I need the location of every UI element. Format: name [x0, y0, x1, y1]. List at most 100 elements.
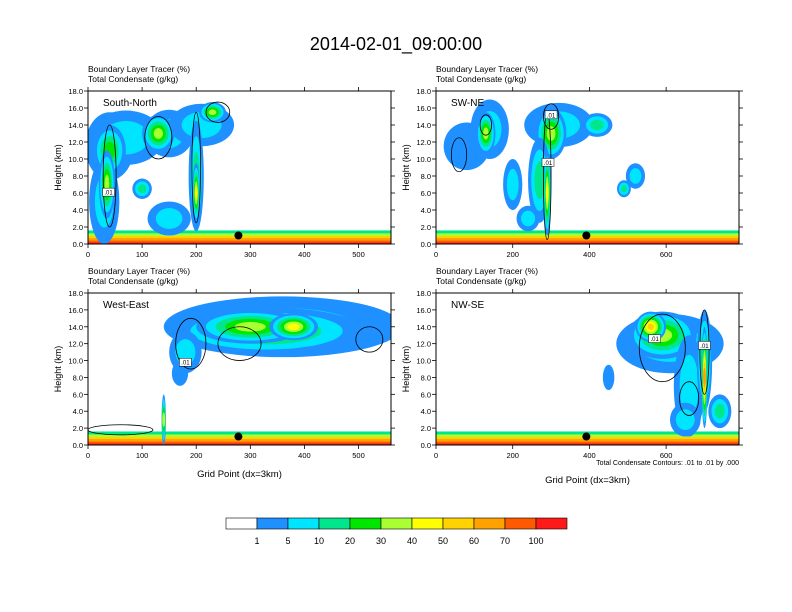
tracer-blob [590, 119, 604, 131]
tracer-blob [153, 128, 163, 139]
y-tick-label: 2.0 [421, 223, 431, 232]
panel-sw-ne: .01 .01 Boundary Layer Tracer (%)Total Con… [401, 64, 743, 259]
x-tick-label: 200 [190, 451, 203, 460]
tracer-blob [534, 161, 545, 200]
y-tick-label: 4.0 [73, 407, 83, 416]
x-tick-label: 600 [660, 250, 673, 259]
plot-frame [435, 292, 740, 446]
location-marker [234, 432, 243, 441]
colorbar-swatch [535, 517, 568, 530]
plot-frame [87, 292, 392, 446]
colorbar-label: 10 [314, 536, 324, 546]
colorbar-label: 60 [469, 536, 479, 546]
x-tick-label: 400 [298, 250, 311, 259]
panel-west-east: .01 Boundary Layer Tracer (%)Total Conden… [53, 266, 395, 480]
condensate-contour [175, 317, 207, 370]
tracer-blob [208, 109, 217, 116]
x-tick-label: 0 [434, 451, 438, 460]
contour-label: .01 [104, 191, 113, 197]
colorbar-swatch [442, 517, 475, 530]
contour-label-box [648, 334, 661, 343]
y-tick-label: 10.0 [416, 357, 431, 366]
condensate-contour [102, 124, 117, 228]
y-tick-label: 6.0 [73, 390, 83, 399]
y-tick-label: 6.0 [421, 189, 431, 198]
condensate-contour [699, 309, 710, 395]
colorbar-label: 20 [345, 536, 355, 546]
tracer-blob [620, 184, 628, 193]
y-tick-label: 2.0 [421, 424, 431, 433]
y-tick-label: 18.0 [68, 87, 83, 96]
colorbar-label: 30 [376, 536, 386, 546]
panel-label: SW-NE [451, 98, 484, 109]
condensate-contour [217, 326, 262, 361]
x-tick-label: 600 [660, 451, 673, 460]
location-marker [582, 231, 591, 240]
panel-label: NW-SE [451, 300, 484, 311]
panel-title-line1: Boundary Layer Tracer (%) [88, 64, 190, 74]
x-tick-label: 400 [298, 451, 311, 460]
y-tick-label: 0.0 [73, 240, 83, 249]
y-tick-label: 8.0 [421, 373, 431, 382]
x-tick-label: 100 [136, 250, 149, 259]
boundary-layer-band [88, 441, 391, 445]
y-tick-label: 12.0 [68, 138, 83, 147]
tracer-blob [520, 210, 536, 227]
condensate-contour [450, 137, 468, 173]
tracer-blob [234, 321, 266, 332]
y-tick-label: 8.0 [421, 172, 431, 181]
colorbar-swatch [380, 517, 413, 530]
panel-title-line2: Total Condensate (g/kg) [88, 276, 178, 286]
x-tick-label: 0 [86, 250, 90, 259]
y-tick-label: 14.0 [68, 323, 83, 332]
y-tick-label: 18.0 [416, 289, 431, 298]
colorbar-swatch [411, 517, 444, 530]
tracer-blob [602, 364, 615, 391]
contour-note: Total Condensate Contours: .01 to .01 by… [596, 460, 739, 467]
tracer-blob [546, 126, 556, 141]
colorbar-swatch [349, 517, 382, 530]
condensate-contour [542, 103, 560, 130]
condensate-contour [355, 326, 384, 353]
tracer-blob [162, 412, 166, 427]
colorbar-label: 70 [500, 536, 510, 546]
tracer-blob [155, 208, 183, 229]
panel-south-north: .01 Boundary Layer Tracer (%)Total Conden… [53, 64, 395, 259]
panel-title-line1: Boundary Layer Tracer (%) [436, 266, 538, 276]
tracer-blob [647, 323, 655, 330]
x-tick-label: 100 [136, 451, 149, 460]
colorbar-swatch [318, 517, 351, 530]
condensate-contour [638, 313, 686, 383]
tracer-blob [675, 409, 695, 431]
y-tick-label: 4.0 [421, 407, 431, 416]
y-tick-label: 4.0 [421, 206, 431, 215]
tracer-blob [137, 184, 147, 194]
panel-title-line2: Total Condensate (g/kg) [88, 74, 178, 84]
x-tick-label: 200 [190, 250, 203, 259]
x-tick-label: 400 [583, 451, 596, 460]
y-tick-label: 6.0 [421, 390, 431, 399]
tracer-field: .01 .01 [436, 99, 739, 244]
condensate-contour [191, 111, 201, 224]
boundary-layer-band [436, 242, 739, 244]
y-tick-label: 18.0 [68, 289, 83, 298]
colorbar-label: 40 [407, 536, 417, 546]
tracer-blob [506, 168, 519, 201]
contour-label-box [179, 357, 192, 367]
x-tick-label: 200 [506, 250, 519, 259]
y-tick-label: 0.0 [73, 441, 83, 450]
colorbar-swatch [473, 517, 506, 530]
x-axis-label: Grid Point (dx=3km) [545, 475, 630, 486]
tracer-blob [629, 168, 642, 184]
condensate-contour [679, 381, 700, 416]
contour-label-box [698, 341, 711, 350]
tracer-field: .01 [88, 101, 391, 244]
y-tick-label: 2.0 [73, 424, 83, 433]
y-tick-label: 2.0 [73, 223, 83, 232]
y-tick-label: 14.0 [416, 121, 431, 130]
contour-label: .01 [181, 361, 190, 367]
x-tick-label: 0 [86, 451, 90, 460]
y-tick-label: 18.0 [416, 87, 431, 96]
colorbar: 1 5 10 20 30 40 50 60 70 100 [225, 517, 568, 546]
y-tick-label: 16.0 [416, 104, 431, 113]
